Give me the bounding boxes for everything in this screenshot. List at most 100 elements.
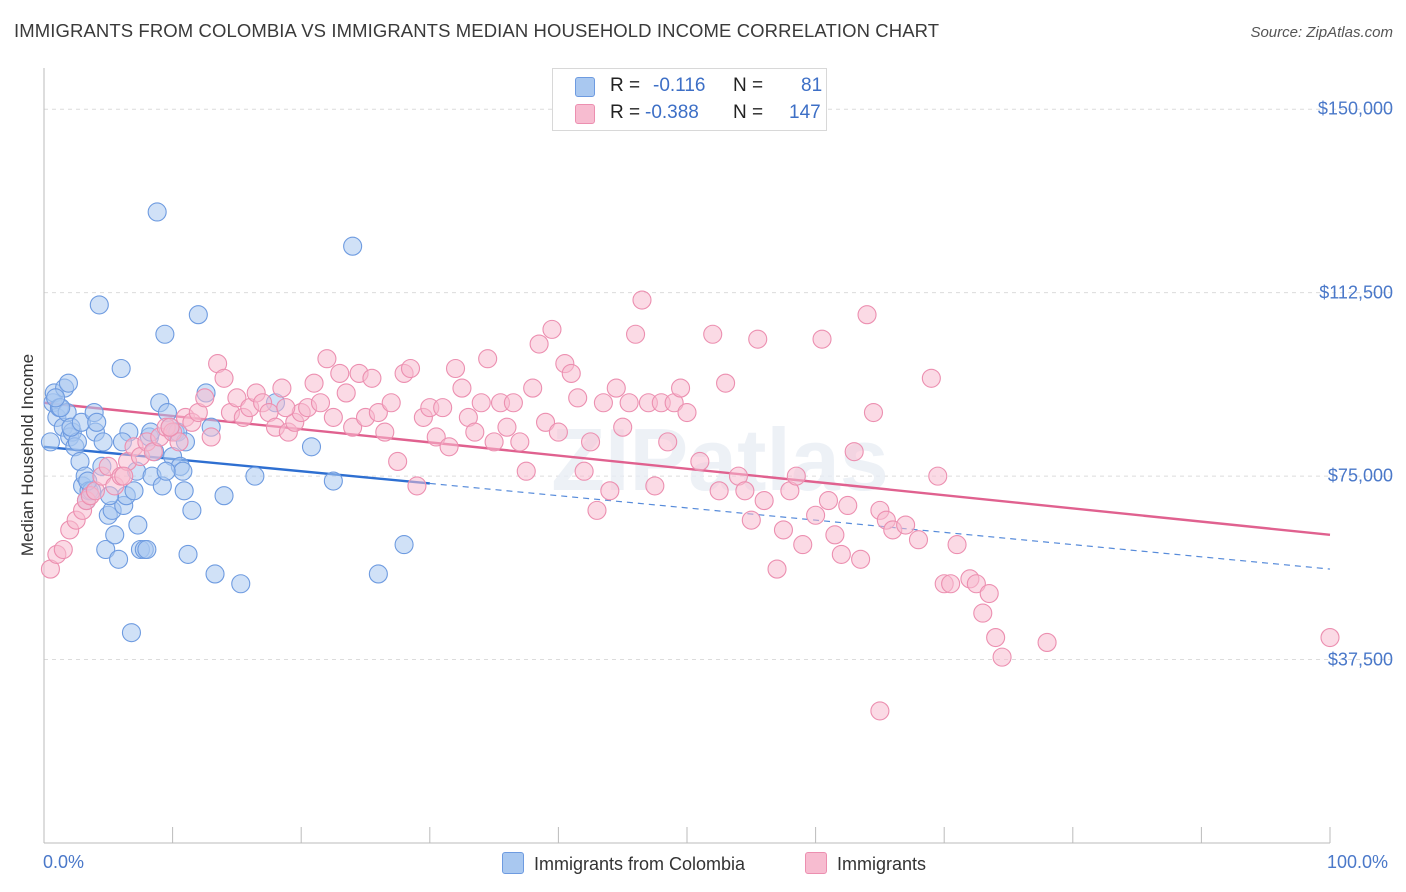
data-point [928, 466, 948, 486]
data-point [214, 486, 234, 506]
data-point [793, 535, 813, 555]
data-point [947, 535, 967, 555]
data-point [503, 393, 523, 413]
data-point [304, 373, 324, 393]
data-point [465, 422, 485, 442]
data-point [754, 491, 774, 511]
data-point [979, 583, 999, 604]
data-point [58, 373, 78, 393]
data-point [568, 388, 588, 408]
data-point [388, 451, 408, 471]
data-point [128, 515, 148, 535]
x-tick-label-max: 100.0% [1327, 852, 1389, 872]
trend-line-immigrants [43, 401, 1331, 537]
x-tick-label-min: 0.0% [43, 852, 85, 872]
data-point [169, 432, 189, 452]
data-point [767, 559, 787, 579]
data-point [109, 549, 129, 569]
data-point [671, 378, 691, 398]
bottom-legend-immigrants: Immigrants [805, 852, 926, 875]
data-point [394, 535, 414, 555]
data-point [40, 432, 60, 452]
data-point [484, 432, 504, 452]
data-point [896, 515, 916, 535]
y-tick-label: $75,000 [1327, 465, 1393, 486]
data-point [330, 363, 350, 383]
data-point [497, 417, 517, 437]
data-point [46, 388, 66, 408]
data-point [310, 393, 331, 413]
data-point [703, 324, 723, 344]
data-point [786, 466, 806, 486]
y-tick-label: $150,000 [1317, 98, 1393, 119]
data-point [600, 481, 620, 501]
data-point [966, 574, 986, 594]
data-point [96, 539, 116, 560]
data-point [941, 574, 961, 594]
data-point [375, 422, 395, 442]
bottom-legend-label-colombia: Immigrants from Colombia [534, 854, 746, 874]
data-point [741, 510, 761, 530]
data-point [362, 368, 382, 388]
data-point [1320, 627, 1340, 648]
bottom-legend-swatch-colombia [502, 852, 524, 874]
data-point [114, 466, 134, 486]
data-points [40, 202, 1340, 721]
data-point [844, 442, 864, 462]
data-point [160, 417, 180, 437]
series-immigrants-points [40, 290, 1340, 721]
data-point [773, 520, 794, 540]
data-point [716, 373, 736, 393]
data-point [529, 334, 549, 354]
legend-n-label: N = [733, 102, 764, 123]
data-point [156, 461, 176, 481]
data-point [857, 305, 877, 325]
data-point [806, 505, 826, 525]
chart-title: IMMIGRANTS FROM COLOMBIA VS IMMIGRANTS M… [14, 20, 940, 41]
data-point [523, 378, 543, 398]
data-point [561, 363, 581, 383]
data-point [606, 378, 626, 398]
legend-swatch-immigrants [575, 104, 595, 124]
data-point [535, 412, 556, 432]
data-point [542, 319, 562, 339]
data-point [825, 525, 845, 545]
data-point [89, 295, 109, 315]
data-point [368, 564, 388, 584]
data-point [227, 388, 247, 408]
data-point [98, 456, 118, 476]
source-credit: Source: ZipAtlas.com [1250, 24, 1393, 41]
series-colombia-points [40, 202, 414, 643]
data-point [400, 358, 421, 379]
data-point [818, 491, 839, 511]
data-point [645, 476, 665, 496]
data-point [433, 398, 453, 418]
data-point [690, 451, 710, 471]
data-point [343, 417, 363, 437]
legend-r-label: R = [610, 102, 641, 123]
legend-n-value: 81 [801, 75, 823, 96]
legend-n-label: N = [733, 75, 764, 96]
data-point [336, 383, 356, 403]
data-point [510, 432, 530, 452]
data-point [205, 564, 225, 584]
data-point [709, 481, 729, 501]
data-point [593, 393, 613, 413]
data-point [452, 378, 472, 398]
data-point [188, 305, 208, 325]
data-point [516, 461, 536, 481]
data-point [214, 368, 234, 388]
legend-n-value: 147 [789, 102, 821, 123]
data-point [323, 407, 343, 427]
y-tick-label: $112,500 [1319, 282, 1393, 303]
data-point [992, 647, 1012, 667]
data-point [323, 471, 343, 491]
data-point [587, 500, 607, 520]
data-point [93, 432, 113, 452]
data-point [445, 358, 466, 379]
data-point [478, 349, 498, 369]
data-point [231, 574, 251, 594]
data-point [137, 539, 157, 560]
data-point [301, 437, 322, 457]
